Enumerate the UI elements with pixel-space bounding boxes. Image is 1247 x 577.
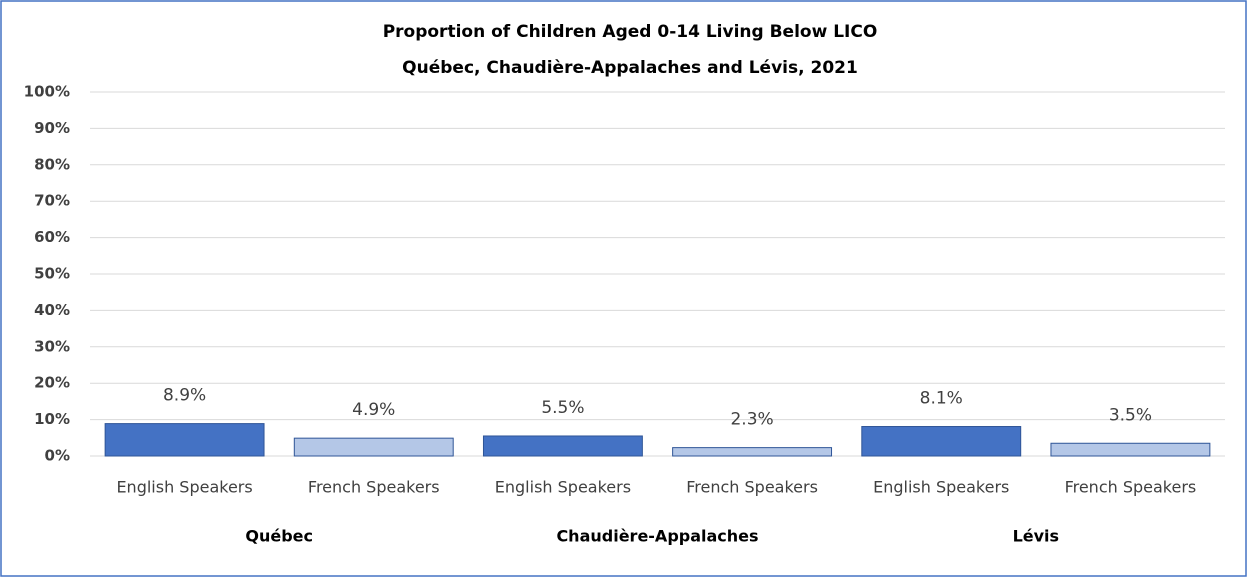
bar — [672, 447, 833, 457]
y-tick-label: 40% — [34, 301, 70, 319]
group-label: Lévis — [1013, 527, 1059, 546]
group-label: Chaudière-Appalaches — [556, 527, 758, 546]
data-label: 2.3% — [730, 410, 773, 430]
x-tick-label: French Speakers — [686, 478, 818, 497]
bar — [1050, 442, 1211, 457]
x-tick-label: English Speakers — [116, 478, 252, 497]
x-tick-label: French Speakers — [1065, 478, 1197, 497]
bar — [104, 423, 265, 457]
y-tick-label: 100% — [24, 83, 70, 101]
y-tick-label: 0% — [45, 447, 70, 465]
y-tick-label: 90% — [34, 119, 70, 137]
y-tick-label: 10% — [34, 410, 70, 428]
bar — [861, 426, 1022, 457]
y-tick-label: 30% — [34, 337, 70, 355]
y-tick-label: 60% — [34, 228, 70, 246]
chart-title: Proportion of Children Aged 0-14 Living … — [383, 22, 878, 42]
data-label: 3.5% — [1109, 405, 1152, 425]
y-tick-label: 20% — [34, 374, 70, 392]
data-label: 8.1% — [920, 389, 963, 409]
data-label: 4.9% — [352, 400, 395, 420]
bar — [482, 435, 643, 457]
data-label: 8.9% — [163, 386, 206, 406]
x-tick-label: English Speakers — [495, 478, 631, 497]
data-label: 5.5% — [541, 398, 584, 418]
y-tick-label: 70% — [34, 192, 70, 210]
group-label: Québec — [245, 527, 313, 546]
x-tick-label: French Speakers — [308, 478, 440, 497]
x-tick-label: English Speakers — [873, 478, 1009, 497]
y-tick-label: 50% — [34, 265, 70, 283]
y-tick-label: 80% — [34, 155, 70, 173]
chart-subtitle: Québec, Chaudière-Appalaches and Lévis, … — [402, 58, 858, 78]
bar — [293, 437, 454, 457]
